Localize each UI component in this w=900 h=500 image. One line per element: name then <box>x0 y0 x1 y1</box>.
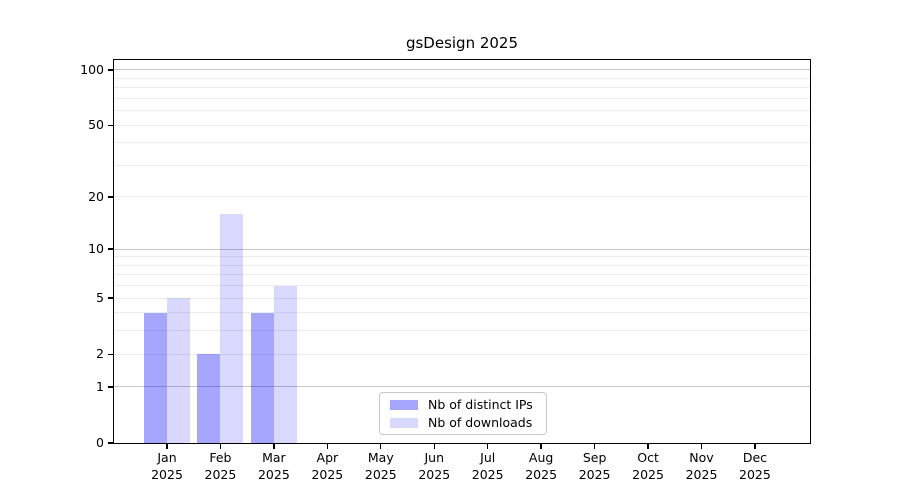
minor-gridline <box>114 164 810 166</box>
bar-jan-downloads <box>167 298 190 443</box>
x-tick-mark <box>219 444 222 449</box>
minor-gridline <box>114 312 810 314</box>
legend-swatch-distinct-ips <box>390 399 418 410</box>
legend-swatch-downloads <box>390 417 418 428</box>
x-tick-mark <box>326 444 329 449</box>
y-tick-label: 50 <box>88 117 104 133</box>
x-tick-mark <box>700 444 703 449</box>
bar-feb-distinct-ips <box>197 354 221 443</box>
minor-gridline <box>114 285 810 287</box>
x-tick-mark <box>380 444 382 449</box>
x-tick-label-jul: Jul 2025 <box>471 450 504 482</box>
minor-gridline <box>114 124 810 126</box>
bar-mar-distinct-ips <box>250 312 274 443</box>
x-tick-mark <box>166 444 168 449</box>
bar-jan-distinct-ips <box>144 312 167 443</box>
y-tick-label: 2 <box>96 346 104 362</box>
x-tick-label-oct: Oct 2025 <box>632 450 664 482</box>
x-tick-label-dec: Dec 2025 <box>739 450 771 482</box>
x-tick-mark <box>647 444 649 449</box>
y-tick-mark <box>108 196 114 198</box>
minor-gridline <box>114 256 810 258</box>
minor-gridline <box>114 274 810 276</box>
x-tick-label-jun: Jun 2025 <box>418 450 451 482</box>
x-tick-label-sep: Sep 2025 <box>578 450 611 482</box>
minor-gridline <box>114 110 810 112</box>
legend-label: Nb of distinct IPs <box>428 397 533 412</box>
x-tick-label-nov: Nov 2025 <box>685 450 718 482</box>
minor-gridline <box>114 264 810 266</box>
legend-item: Nb of downloads <box>380 414 546 432</box>
y-tick-mark <box>108 386 114 388</box>
y-tick-mark <box>108 353 114 355</box>
x-tick-label-mar: Mar 2025 <box>257 450 290 482</box>
y-tick-label: 0 <box>96 435 104 450</box>
chart-title: gsDesign 2025 <box>405 34 519 52</box>
major-gridline <box>114 248 810 250</box>
x-tick-label-feb: Feb 2025 <box>204 450 237 482</box>
x-tick-label-aug: Aug 2025 <box>525 450 558 482</box>
y-tick-label: 5 <box>96 290 104 306</box>
plot-area: Nb of distinct IPs Nb of downloads <box>113 59 811 444</box>
minor-gridline <box>114 142 810 144</box>
legend-item: Nb of distinct IPs <box>380 396 546 414</box>
legend-label: Nb of downloads <box>428 415 533 430</box>
x-tick-label-jan: Jan 2025 <box>151 450 183 482</box>
y-tick-mark <box>108 124 114 126</box>
x-tick-mark <box>273 444 275 449</box>
y-tick-mark <box>108 442 114 444</box>
y-tick-label: 10 <box>88 241 104 257</box>
legend: Nb of distinct IPs Nb of downloads <box>379 392 547 435</box>
bar-mar-downloads <box>273 285 297 443</box>
x-tick-mark <box>593 444 596 449</box>
y-tick-mark <box>108 69 114 71</box>
x-tick-mark <box>754 444 756 449</box>
major-gridline <box>114 386 810 388</box>
bar-feb-downloads <box>220 214 244 443</box>
y-tick-label: 20 <box>88 188 104 204</box>
minor-gridline <box>114 330 810 332</box>
x-tick-mark <box>433 444 435 449</box>
minor-gridline <box>114 196 810 198</box>
minor-gridline <box>114 87 810 89</box>
minor-gridline <box>114 77 810 79</box>
y-tick-label: 1 <box>96 378 104 394</box>
y-tick-label: 100 <box>80 61 104 77</box>
minor-gridline <box>114 353 810 355</box>
x-tick-label-may: May 2025 <box>364 450 397 482</box>
y-tick-mark <box>108 297 114 299</box>
y-tick-mark <box>108 248 114 250</box>
minor-gridline <box>114 97 810 99</box>
x-tick-label-apr: Apr 2025 <box>311 450 344 482</box>
major-gridline <box>114 69 810 71</box>
x-tick-mark <box>487 444 489 449</box>
minor-gridline <box>114 297 810 299</box>
x-tick-mark <box>540 444 542 449</box>
